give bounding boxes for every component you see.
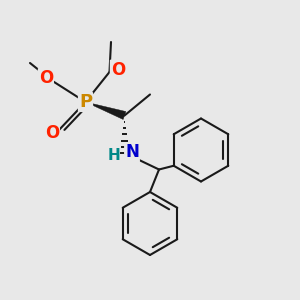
Text: O: O [111,61,125,79]
Text: O: O [45,124,59,142]
Polygon shape [85,102,126,119]
Text: O: O [39,69,53,87]
Text: H: H [108,148,120,163]
Text: N: N [125,143,139,161]
Text: P: P [79,93,92,111]
